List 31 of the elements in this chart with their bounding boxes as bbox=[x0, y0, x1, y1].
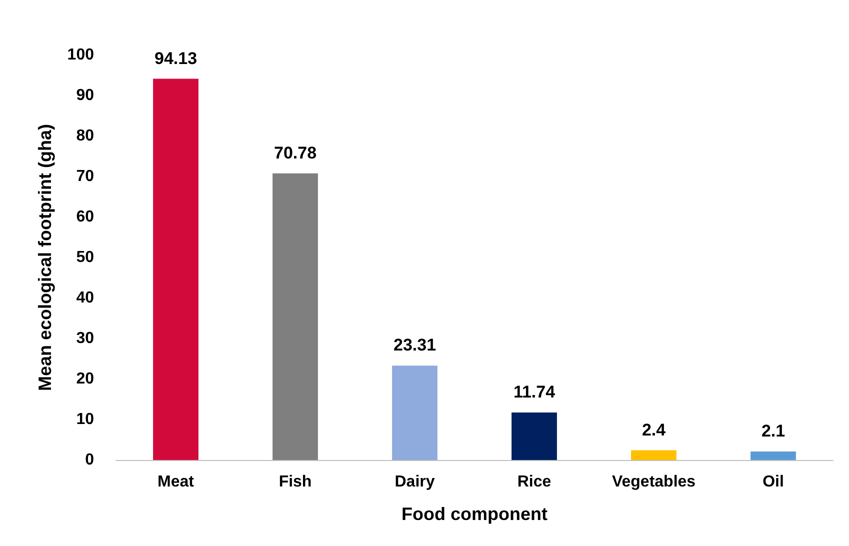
x-tick-label: Meat bbox=[158, 474, 195, 490]
y-tick-label: 20 bbox=[76, 370, 94, 388]
bar bbox=[750, 451, 796, 460]
data-label: 2.4 bbox=[642, 420, 666, 440]
y-tick-label: 10 bbox=[76, 411, 94, 428]
y-tick-label: 80 bbox=[76, 128, 94, 144]
x-tick-label: Oil bbox=[762, 474, 784, 490]
y-tick-label: 50 bbox=[76, 249, 94, 266]
bar bbox=[512, 412, 557, 460]
y-tick-label: 30 bbox=[76, 330, 94, 347]
x-tick-label: Vegetables bbox=[612, 474, 696, 490]
x-tick-label: Fish bbox=[278, 474, 312, 490]
bar bbox=[392, 366, 438, 460]
data-label: 23.31 bbox=[393, 336, 436, 355]
data-label: 94.13 bbox=[154, 48, 198, 68]
y-tick-label: 40 bbox=[76, 290, 94, 306]
bar bbox=[272, 173, 318, 460]
bar bbox=[153, 78, 198, 460]
data-label: 11.74 bbox=[513, 382, 556, 402]
y-tick-label: 100 bbox=[67, 46, 94, 64]
y-axis-title: Mean ecological footprint (gha) bbox=[35, 124, 55, 392]
y-tick-label: 60 bbox=[76, 208, 94, 226]
data-label: 2.1 bbox=[761, 421, 786, 440]
y-tick-label: 0 bbox=[85, 452, 94, 468]
x-tick-label: Dairy bbox=[394, 474, 435, 490]
y-tick-label: 70 bbox=[76, 168, 94, 185]
x-axis-title: Food component bbox=[402, 504, 548, 524]
x-tick-label: Rice bbox=[517, 474, 552, 490]
data-label: 70.78 bbox=[274, 143, 317, 162]
y-tick-label: 90 bbox=[76, 87, 94, 104]
bar bbox=[631, 450, 676, 460]
